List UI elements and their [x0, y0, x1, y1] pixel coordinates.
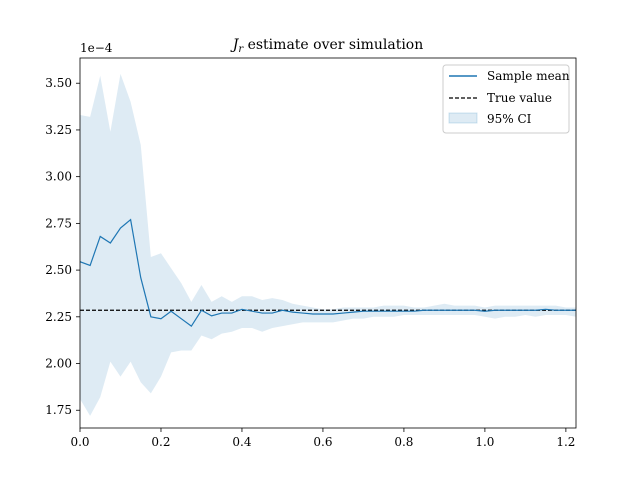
y-axis-offset-label: 1e−4 [80, 41, 113, 55]
x-tick-label: 1.0 [475, 435, 494, 449]
axes-frame [79, 57, 577, 429]
plot-area [80, 73, 576, 416]
chart-title-rest: estimate over simulation [243, 37, 423, 53]
legend-label-sample-mean: Sample mean [487, 69, 570, 83]
x-tick-label: 0.6 [313, 435, 332, 449]
legend-box [442, 64, 570, 134]
x-tick-label: 0.4 [232, 435, 251, 449]
x-axis: 0.0 0.2 0.4 0.6 0.8 1.0 1.2 [70, 428, 575, 449]
sample-mean-line [80, 218, 576, 328]
y-tick-label: 3.50 [45, 76, 72, 90]
x-tick-label: 0.8 [394, 435, 413, 449]
y-tick-label: 1.75 [45, 403, 72, 417]
x-tick-label: 0.2 [151, 435, 170, 449]
chart-title: Jr estimate over simulation [230, 37, 424, 55]
y-tick-label: 3.00 [45, 170, 72, 184]
chart-title-main: J [230, 37, 240, 53]
y-axis: 1.75 2.00 2.25 2.50 2.75 3.00 3.25 3.50 [45, 76, 80, 417]
y-tick-label: 2.75 [45, 216, 72, 230]
y-tick-label: 2.00 [45, 357, 72, 371]
x-tick-label: 1.2 [556, 435, 575, 449]
legend-label-true-value: True value [487, 91, 552, 105]
y-tick-label: 2.25 [45, 310, 72, 324]
legend-swatch-ci [448, 112, 478, 124]
y-tick-label: 2.50 [45, 263, 72, 277]
chart-title-subscript: r [238, 44, 244, 55]
x-tick-label: 0.0 [70, 435, 89, 449]
ci-band [80, 73, 576, 416]
legend: Sample mean True value 95% CI [442, 64, 570, 134]
y-tick-label: 3.25 [45, 123, 72, 137]
legend-label-ci: 95% CI [487, 112, 532, 126]
